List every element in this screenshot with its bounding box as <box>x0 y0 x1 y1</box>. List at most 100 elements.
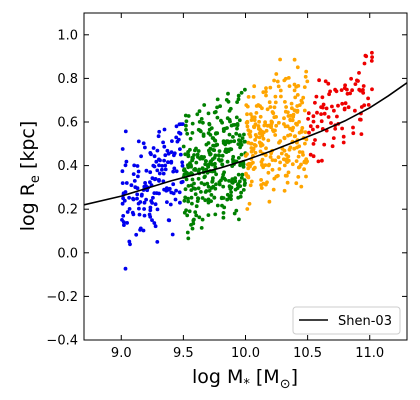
data-point-bin-1 <box>161 171 166 176</box>
data-point-bin-3 <box>301 95 306 100</box>
data-point-bin-1 <box>148 214 153 219</box>
data-point-bin-2 <box>234 131 239 136</box>
data-point-bin-2 <box>235 126 239 131</box>
data-point-bin-4 <box>359 132 364 137</box>
data-point-bin-3 <box>282 116 286 121</box>
y-tick-label: 0.4 <box>57 159 78 174</box>
data-point-bin-2 <box>213 212 218 217</box>
data-point-bin-4 <box>335 114 339 119</box>
data-point-bin-3 <box>277 167 282 171</box>
data-point-bin-1 <box>171 169 176 174</box>
data-point-bin-4 <box>333 87 337 92</box>
data-point-bin-2 <box>238 145 243 150</box>
data-point-bin-2 <box>202 103 207 107</box>
data-point-bin-3 <box>277 120 281 125</box>
data-point-bin-2 <box>232 123 237 127</box>
data-point-bin-2 <box>236 172 241 177</box>
data-point-bin-2 <box>183 113 188 118</box>
data-point-bin-2 <box>236 142 241 147</box>
data-point-bin-3 <box>278 88 283 93</box>
data-point-bin-1 <box>170 139 174 144</box>
data-point-bin-2 <box>221 215 226 220</box>
data-point-bin-1 <box>174 188 179 193</box>
data-point-bin-2 <box>210 157 215 162</box>
data-point-bin-2 <box>230 177 235 182</box>
data-point-bin-2 <box>182 168 186 173</box>
data-point-bin-1 <box>174 124 179 129</box>
data-point-bin-2 <box>208 133 213 137</box>
data-point-bin-2 <box>229 139 233 144</box>
data-point-bin-2 <box>209 186 214 190</box>
data-point-bin-2 <box>236 97 241 102</box>
data-point-bin-4 <box>319 119 324 124</box>
data-point-bin-2 <box>188 136 193 141</box>
data-point-bin-1 <box>124 159 129 164</box>
data-point-bin-2 <box>192 217 196 222</box>
data-point-bin-3 <box>267 199 272 204</box>
data-point-bin-4 <box>313 100 317 105</box>
data-point-bin-2 <box>222 176 227 181</box>
data-point-bin-3 <box>292 146 297 151</box>
data-point-bin-1 <box>163 167 168 172</box>
data-point-bin-3 <box>282 78 287 83</box>
data-point-bin-4 <box>321 102 326 107</box>
legend-label-shen-03: Shen-03 <box>338 314 392 329</box>
data-point-bin-3 <box>263 153 268 158</box>
data-point-bin-3 <box>244 171 248 176</box>
data-point-bin-4 <box>339 88 344 92</box>
data-point-bin-3 <box>292 57 297 62</box>
data-point-bin-1 <box>122 223 126 228</box>
data-point-bin-3 <box>246 162 250 167</box>
data-point-bin-1 <box>169 159 174 164</box>
data-point-bin-4 <box>369 59 374 63</box>
data-point-bin-2 <box>232 211 237 216</box>
data-point-bin-3 <box>272 176 277 181</box>
data-point-bin-2 <box>201 132 206 137</box>
data-point-bin-1 <box>121 191 126 196</box>
data-point-bin-2 <box>197 167 202 172</box>
data-point-bin-4 <box>319 112 323 116</box>
data-point-bin-1 <box>161 140 166 145</box>
data-point-bin-3 <box>257 140 262 145</box>
data-point-bin-4 <box>306 111 311 116</box>
data-point-bin-2 <box>213 138 218 143</box>
data-point-bin-2 <box>195 112 200 117</box>
data-point-bin-1 <box>151 195 155 200</box>
data-point-bin-3 <box>276 155 281 160</box>
data-point-bin-4 <box>353 82 358 86</box>
data-point-bin-4 <box>336 103 340 108</box>
data-point-bin-2 <box>189 171 194 175</box>
legend-box <box>292 306 401 335</box>
axes-frame <box>83 12 408 341</box>
data-point-bin-2 <box>239 152 244 157</box>
data-point-bin-3 <box>265 107 270 112</box>
data-point-bin-2 <box>206 164 210 169</box>
data-point-bin-3 <box>260 157 265 162</box>
data-point-bin-1 <box>141 228 146 233</box>
data-point-bin-1 <box>148 205 153 210</box>
data-point-bin-4 <box>329 121 333 125</box>
y-axis-label: log Re [kpc] <box>17 121 43 232</box>
data-point-bin-1 <box>150 201 155 205</box>
data-point-bin-2 <box>206 199 211 204</box>
data-point-bin-3 <box>273 94 278 99</box>
data-point-bin-2 <box>213 161 217 166</box>
data-point-bin-2 <box>194 204 199 209</box>
data-point-bin-1 <box>142 207 147 211</box>
data-point-bin-1 <box>160 167 164 172</box>
data-point-bin-3 <box>276 84 281 89</box>
data-point-bin-2 <box>230 181 235 185</box>
data-point-bin-4 <box>311 127 315 132</box>
data-point-bin-4 <box>311 142 316 146</box>
data-point-bin-1 <box>136 169 141 174</box>
data-point-bin-1 <box>153 202 158 207</box>
data-point-bin-2 <box>199 190 203 194</box>
data-point-bin-1 <box>142 213 147 218</box>
data-point-bin-4 <box>349 76 353 81</box>
data-point-bin-2 <box>213 186 218 191</box>
data-point-bin-2 <box>234 115 239 120</box>
data-point-bin-3 <box>270 167 275 172</box>
scatter-points <box>120 50 374 271</box>
data-point-bin-3 <box>304 69 309 74</box>
